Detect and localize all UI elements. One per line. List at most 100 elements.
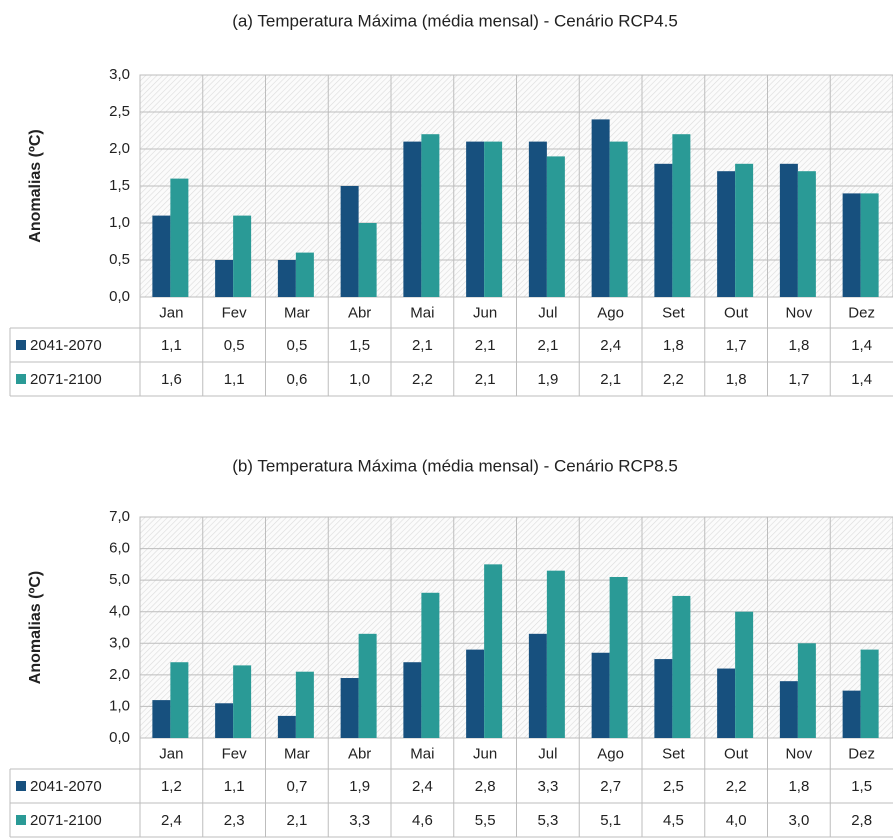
table-value: 0,5 — [224, 337, 245, 354]
table-value: 1,6 — [161, 371, 182, 388]
table-value: 1,8 — [788, 778, 809, 795]
table-value: 2,1 — [475, 337, 496, 354]
table-value: 1,5 — [349, 337, 370, 354]
bar — [672, 134, 691, 297]
table-value: 1,9 — [537, 371, 558, 388]
x-tick-label: Mar — [284, 304, 310, 321]
table-value: 1,1 — [224, 371, 245, 388]
table-value: 5,5 — [475, 812, 496, 829]
table-value: 4,6 — [412, 812, 433, 829]
legend-swatch — [16, 815, 26, 825]
table-value: 1,0 — [349, 371, 370, 388]
y-tick-label: 3,0 — [109, 66, 130, 83]
x-tick-label: Dez — [848, 304, 875, 321]
y-tick-label: 2,0 — [109, 666, 130, 683]
table-value: 2,2 — [726, 778, 747, 795]
x-tick-label: Jul — [538, 304, 557, 321]
x-tick-label: Out — [724, 304, 749, 321]
table-value: 1,1 — [161, 337, 182, 354]
y-axis-label: Anomalias (ºC) — [27, 129, 44, 242]
table-value: 0,6 — [286, 371, 307, 388]
x-tick-label: Jan — [159, 304, 183, 321]
y-tick-label: 6,0 — [109, 540, 130, 557]
table-value: 1,9 — [349, 778, 370, 795]
table-value: 0,5 — [286, 337, 307, 354]
y-tick-label: 1,0 — [109, 214, 130, 231]
bar — [717, 171, 736, 297]
bar — [340, 678, 359, 738]
table-value: 1,7 — [788, 371, 809, 388]
table-value: 2,8 — [475, 778, 496, 795]
y-tick-label: 0,0 — [109, 288, 130, 305]
x-tick-label: Dez — [848, 745, 875, 762]
y-tick-label: 3,0 — [109, 634, 130, 651]
bar — [403, 662, 422, 738]
bar — [152, 215, 171, 297]
bar — [546, 570, 565, 738]
bar — [735, 163, 754, 297]
bar — [358, 633, 377, 738]
table-value: 4,0 — [726, 812, 747, 829]
x-tick-label: Fev — [222, 745, 248, 762]
bar — [358, 223, 377, 297]
legend-label: 2071-2100 — [30, 371, 102, 388]
bar — [591, 652, 610, 738]
table-value: 1,1 — [224, 778, 245, 795]
table-value: 2,2 — [412, 371, 433, 388]
y-tick-label: 1,0 — [109, 697, 130, 714]
legend-swatch — [16, 781, 26, 791]
bar — [860, 193, 879, 297]
x-tick-label: Set — [662, 304, 685, 321]
legend-swatch — [16, 340, 26, 350]
x-tick-label: Jun — [473, 745, 497, 762]
y-axis-label: Anomalias (ºC) — [27, 571, 44, 684]
bar — [591, 119, 610, 298]
legend-label: 2041-2070 — [30, 337, 102, 354]
bar — [797, 643, 816, 738]
table-value: 0,7 — [286, 778, 307, 795]
y-tick-label: 0,5 — [109, 251, 130, 268]
bar — [484, 141, 503, 297]
bar — [842, 193, 861, 297]
bar — [654, 163, 673, 297]
legend-label: 2041-2070 — [30, 778, 102, 795]
legend-label: 2071-2100 — [30, 812, 102, 829]
table-value: 5,1 — [600, 812, 621, 829]
x-tick-label: Ago — [597, 304, 624, 321]
bar — [421, 134, 440, 297]
table-value: 1,5 — [851, 778, 872, 795]
table-value: 1,7 — [726, 337, 747, 354]
bar — [735, 611, 754, 738]
table-value: 2,5 — [663, 778, 684, 795]
bar — [672, 595, 691, 738]
bar — [233, 665, 252, 738]
bar — [528, 633, 547, 738]
table-value: 1,8 — [663, 337, 684, 354]
table-value: 2,8 — [851, 812, 872, 829]
x-tick-label: Nov — [786, 304, 813, 321]
table-value: 1,4 — [851, 371, 872, 388]
table-value: 4,5 — [663, 812, 684, 829]
bar — [466, 649, 485, 738]
bar — [466, 141, 485, 297]
bar — [860, 649, 879, 738]
bar — [340, 186, 359, 297]
x-tick-label: Abr — [348, 745, 371, 762]
bar — [215, 260, 234, 297]
bar — [546, 156, 565, 297]
table-value: 1,2 — [161, 778, 182, 795]
table-value: 3,0 — [788, 812, 809, 829]
bar — [295, 252, 314, 297]
y-tick-label: 0,0 — [109, 729, 130, 746]
table-value: 2,2 — [663, 371, 684, 388]
y-tick-label: 7,0 — [109, 508, 130, 525]
table-value: 2,1 — [412, 337, 433, 354]
legend-swatch — [16, 374, 26, 384]
bar — [215, 703, 234, 738]
bar — [779, 163, 798, 297]
bar — [717, 668, 736, 738]
table-value: 2,4 — [412, 778, 433, 795]
y-tick-label: 1,5 — [109, 177, 130, 194]
bar — [609, 141, 628, 297]
